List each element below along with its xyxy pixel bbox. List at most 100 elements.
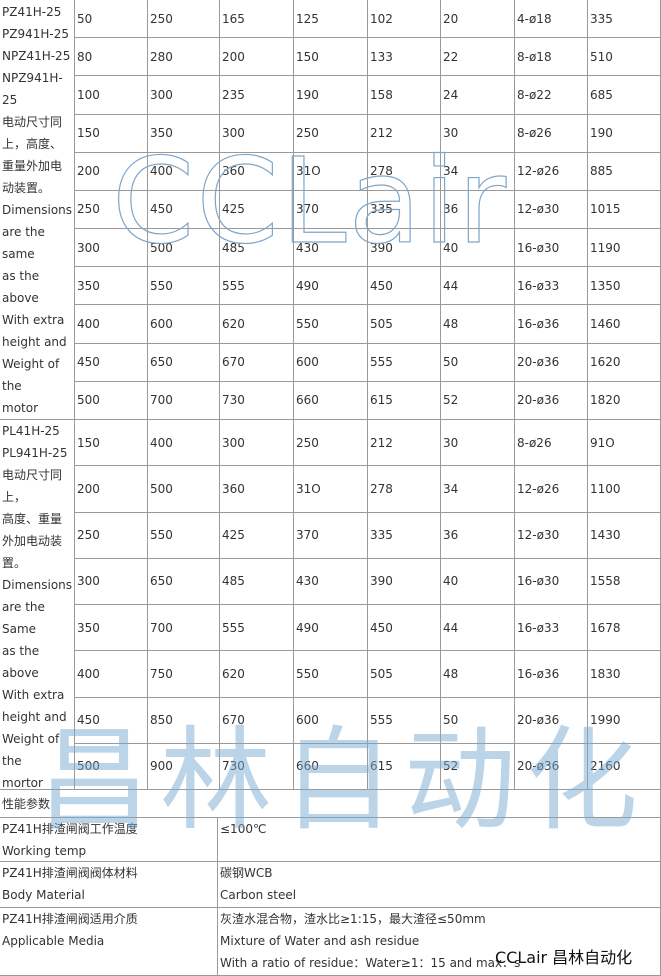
table-cell: 1558 <box>588 558 661 605</box>
table-cell: 250 <box>294 420 368 467</box>
table-cell: 150 <box>75 420 148 467</box>
table-cell: 450 <box>368 267 441 306</box>
cell-text: 50 <box>443 713 459 728</box>
table-cell: 158 <box>368 76 441 115</box>
table-cell: 500 <box>148 229 220 268</box>
cell-text: 730 <box>222 759 245 774</box>
cell-text: 158 <box>370 87 393 102</box>
cell-text: 350 <box>77 278 100 293</box>
table-cell: 30 <box>441 420 515 467</box>
table-cell: 750 <box>148 651 220 698</box>
table-cell: 425 <box>220 190 294 230</box>
model-cell: PZ41H-25 PZ941H-25 NPZ41H-25 NPZ941H- 25 电动尺寸… <box>0 0 75 420</box>
table-cell: 660 <box>294 743 368 790</box>
table-cell: 12-ø26 <box>515 152 588 191</box>
table-cell: 1460 <box>588 305 661 344</box>
model-text: are the <box>2 225 45 239</box>
cell-text: 500 <box>77 759 100 774</box>
cell-text: 430 <box>296 574 319 589</box>
cell-text: 250 <box>296 126 319 141</box>
table-cell: 22 <box>441 38 515 77</box>
table-cell: 900 <box>148 743 220 790</box>
table-cell: 91O <box>588 420 661 467</box>
table-cell: 450 <box>75 697 148 744</box>
table-cell: 20-ø36 <box>515 743 588 790</box>
table-cell: 685 <box>588 76 661 115</box>
cell-text: 235 <box>222 87 245 102</box>
cell-text: 350 <box>77 620 100 635</box>
table-cell: 620 <box>220 651 294 698</box>
cell-text: 1460 <box>590 317 621 332</box>
cell-text: 20-ø36 <box>517 713 560 728</box>
model-text: 置。 <box>2 556 27 570</box>
cell-text: 400 <box>77 666 100 681</box>
cell-text: 36 <box>443 202 459 217</box>
table-cell: 555 <box>368 343 441 382</box>
cell-text: 278 <box>370 164 393 179</box>
table-cell: 850 <box>148 697 220 744</box>
cell-text: 16-ø36 <box>517 317 560 332</box>
cell-text: 390 <box>370 574 393 589</box>
table-cell: 212 <box>368 420 441 467</box>
cell-text: 34 <box>443 481 459 496</box>
cell-text: 555 <box>370 713 393 728</box>
table-cell: 670 <box>220 697 294 744</box>
cell-text: 1620 <box>590 355 621 370</box>
table-cell: 34 <box>441 152 515 191</box>
table-cell: 550 <box>294 651 368 698</box>
table-cell: 550 <box>148 512 220 559</box>
table-cell: 425 <box>220 512 294 559</box>
cell-text: 400 <box>150 164 173 179</box>
table-cell: 360 <box>220 466 294 513</box>
table-cell: 400 <box>148 420 220 467</box>
table-cell: 20-ø36 <box>515 697 588 744</box>
cell-text: 36 <box>443 528 459 543</box>
cell-text: 20 <box>443 11 459 26</box>
table-cell: 250 <box>75 190 148 230</box>
cell-text: 12-ø30 <box>517 528 560 543</box>
cell-text: 250 <box>150 11 173 26</box>
cell-text: 1678 <box>590 620 621 635</box>
table-cell: 20-ø36 <box>515 343 588 382</box>
table-cell: 48 <box>441 651 515 698</box>
model-text: NPZ41H-25 <box>2 49 71 63</box>
label-cell: PZ41H排渣闸阀适用介质 Applicable Media <box>0 908 218 976</box>
table-cell: 370 <box>294 190 368 230</box>
cell-text: 370 <box>296 528 319 543</box>
label-text: PZ41H排渣闸阀工作温度 <box>2 822 138 836</box>
cell-text: 730 <box>222 393 245 408</box>
cell-text: 30 <box>443 126 459 141</box>
cell-text: 52 <box>443 393 459 408</box>
cell-text: 360 <box>222 481 245 496</box>
table-cell: 16-ø36 <box>515 305 588 344</box>
model-text: 电动尺寸同 <box>2 115 63 129</box>
table-cell: 1678 <box>588 605 661 652</box>
model-text: 上，高度、 <box>2 137 63 151</box>
table-cell: 490 <box>294 605 368 652</box>
cell-text: 22 <box>443 49 459 64</box>
model-text: 25 <box>2 93 18 107</box>
cell-text: 555 <box>370 355 393 370</box>
cell-text: 250 <box>296 435 319 450</box>
table-cell: 31O <box>294 152 368 191</box>
table-cell: 200 <box>75 466 148 513</box>
cell-text: 200 <box>222 49 245 64</box>
table-cell: 8-ø26 <box>515 114 588 153</box>
cell-text: 485 <box>222 574 245 589</box>
table-cell: 700 <box>148 381 220 420</box>
cell-text: 300 <box>222 435 245 450</box>
table-cell: 335 <box>368 190 441 230</box>
cell-text: 650 <box>150 574 173 589</box>
cell-text: 250 <box>77 202 100 217</box>
cell-text: 620 <box>222 317 245 332</box>
table-cell: 555 <box>220 267 294 306</box>
model-text: PZ41H-25 <box>2 5 62 19</box>
cell-text: 20-ø36 <box>517 355 560 370</box>
cell-text: 12-ø26 <box>517 481 560 496</box>
cell-text: 8-ø26 <box>517 435 552 450</box>
cell-text: 335 <box>370 528 393 543</box>
table-cell: 125 <box>294 0 368 39</box>
model-text: PZ941H-25 <box>2 27 69 41</box>
title-text: 性能参数 <box>2 797 51 811</box>
model-text: 电动尺寸同 <box>2 468 63 482</box>
